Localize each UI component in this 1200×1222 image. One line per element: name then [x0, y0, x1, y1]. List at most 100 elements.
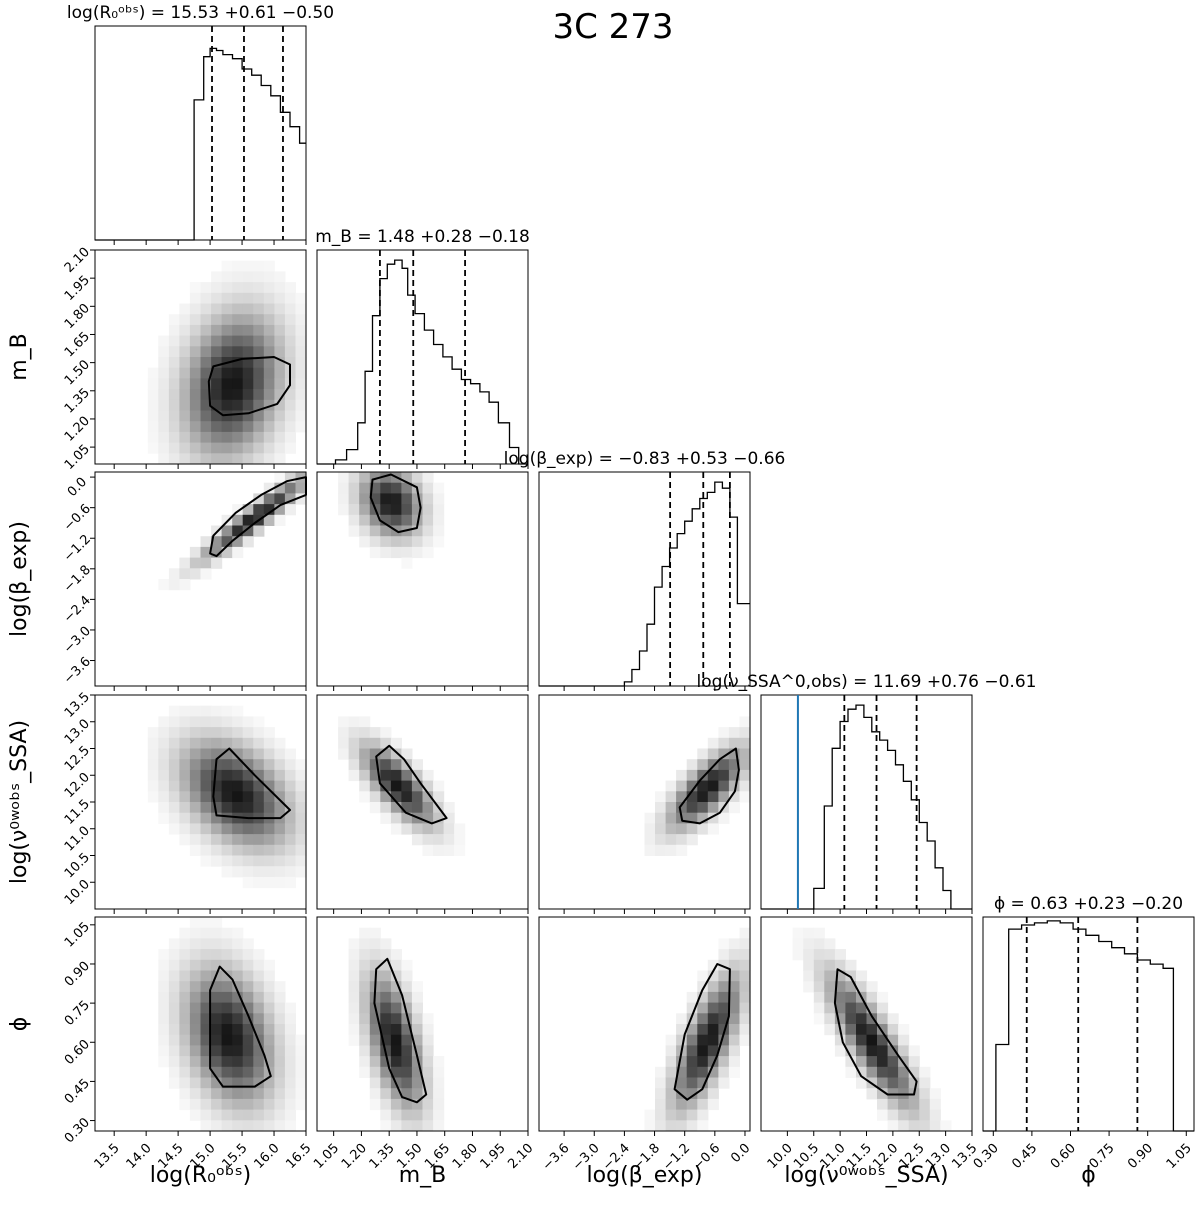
density-cell	[665, 1098, 677, 1111]
figure-title: 3C 273	[552, 7, 673, 47]
density-cell	[242, 1002, 254, 1014]
density-cell	[253, 791, 265, 803]
density-cell	[232, 812, 244, 824]
hist-panel-logNu: log(ν_SSA^0,obs) = 11.69 +0.76 −0.61	[697, 672, 1036, 914]
density-cell	[411, 493, 423, 505]
density-cell	[232, 970, 244, 982]
y-tick-label: 1.65	[62, 329, 93, 360]
density-cell	[422, 1013, 434, 1025]
density-cell	[200, 367, 212, 379]
density-cell	[665, 1077, 677, 1089]
density-cell	[877, 1034, 889, 1046]
hist-panel-logBeta: log(β_exp) = −0.83 +0.53 −0.66	[504, 449, 786, 691]
density-cell	[168, 981, 180, 993]
density-cell	[380, 536, 392, 548]
density-cell	[803, 970, 815, 982]
density-cell	[359, 981, 371, 993]
density-cell	[158, 1024, 170, 1036]
density-panel-phi-logNu	[760, 916, 973, 1136]
hist-title-logBeta: log(β_exp) = −0.83 +0.53 −0.66	[504, 449, 786, 469]
density-cell	[242, 303, 254, 315]
density-cell	[929, 1088, 941, 1100]
density-cell	[411, 759, 423, 771]
density-cell	[147, 421, 159, 433]
density-cell	[211, 324, 223, 337]
density-cell	[422, 1034, 434, 1046]
density-cell	[221, 1066, 233, 1078]
density-cell	[253, 324, 265, 337]
density-cell	[221, 410, 233, 422]
x-tick-label: 1.80	[450, 1141, 481, 1172]
density-cell	[179, 1077, 191, 1089]
contour-line	[209, 965, 272, 1088]
density-cell	[295, 1045, 307, 1057]
density-cell	[295, 482, 307, 494]
density-cell	[253, 367, 265, 379]
density-cell	[221, 546, 233, 559]
density-cell	[179, 802, 191, 814]
density-cell	[380, 748, 392, 760]
density-cell	[274, 1120, 286, 1132]
density-cell	[284, 866, 296, 878]
density-cell	[274, 431, 286, 444]
density-cell	[665, 844, 677, 856]
density-cell	[686, 1066, 698, 1078]
density-cell	[189, 1109, 201, 1121]
density-cell	[359, 1034, 371, 1046]
density-cell	[274, 493, 286, 505]
density-cell	[168, 378, 180, 390]
density-cell	[242, 367, 254, 379]
density-cell	[898, 1066, 910, 1078]
density-cell	[284, 431, 296, 444]
density-cell	[200, 557, 212, 569]
density-cell	[686, 1034, 698, 1046]
density-cell	[295, 378, 307, 390]
density-cell	[274, 855, 286, 867]
density-cell	[189, 367, 201, 379]
density-cell	[200, 421, 212, 433]
density-cell	[253, 769, 265, 782]
x-axis-label-phi: ϕ	[1081, 1163, 1096, 1188]
density-cell	[263, 844, 275, 856]
density-cell	[369, 536, 381, 548]
density-cell	[845, 981, 857, 993]
density-cell	[411, 1024, 423, 1036]
density-cell	[644, 823, 656, 835]
density-cell	[697, 1066, 709, 1078]
density-cell	[792, 949, 804, 961]
density-cell	[253, 1045, 265, 1057]
density-cell	[824, 1013, 836, 1025]
density-cell	[253, 493, 265, 505]
density-cell	[263, 324, 275, 337]
density-cell	[834, 1034, 846, 1046]
density-cell	[877, 1013, 889, 1025]
density-cell	[221, 335, 233, 347]
density-cell	[707, 1045, 719, 1057]
density-cell	[369, 938, 381, 950]
density-cell	[433, 504, 445, 516]
density-cell	[168, 959, 180, 971]
density-cell	[200, 959, 212, 971]
density-cell	[200, 1013, 212, 1025]
density-cell	[411, 1109, 423, 1121]
density-cell	[422, 1045, 434, 1057]
density-cell	[665, 1088, 677, 1100]
density-cell	[168, 748, 180, 760]
density-cell	[845, 1066, 857, 1078]
density-cell	[338, 493, 350, 505]
density-cell	[211, 1024, 223, 1036]
density-cell	[179, 834, 191, 846]
density-cell	[168, 1045, 180, 1057]
density-cell	[168, 938, 180, 950]
density-cell	[422, 1056, 434, 1068]
density-cell	[232, 991, 244, 1004]
density-cell	[179, 959, 191, 971]
density-cell	[200, 855, 212, 867]
density-cell	[697, 1077, 709, 1089]
density-cell	[242, 938, 254, 950]
hist-frame	[94, 25, 307, 241]
density-cell	[422, 802, 434, 814]
density-cell	[834, 981, 846, 993]
density-cell	[221, 536, 233, 548]
density-cell	[792, 927, 804, 939]
